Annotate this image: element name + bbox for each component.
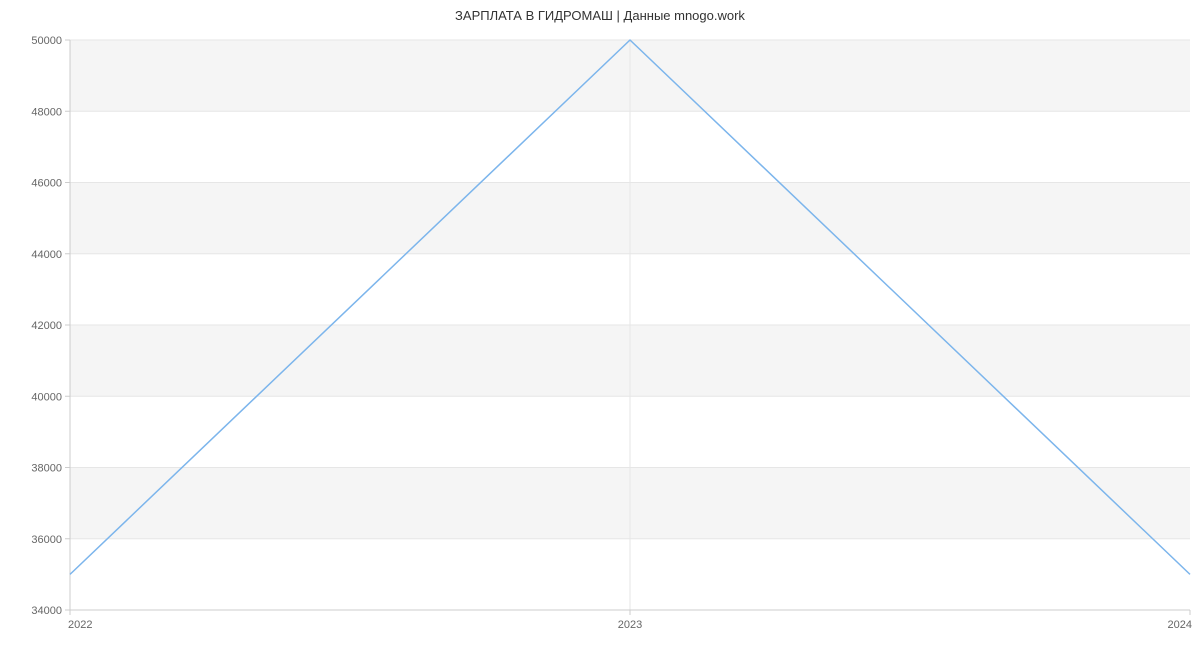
svg-text:36000: 36000 — [31, 534, 62, 546]
svg-text:2022: 2022 — [68, 619, 92, 631]
svg-text:38000: 38000 — [31, 463, 62, 475]
chart-svg: 34000 36000 38000 40000 42000 44000 46000 48000… — [0, 0, 1200, 650]
svg-text:44000: 44000 — [31, 249, 62, 261]
svg-text:34000: 34000 — [31, 605, 62, 617]
svg-text:42000: 42000 — [31, 320, 62, 332]
svg-text:48000: 48000 — [31, 106, 62, 118]
svg-text:46000: 46000 — [31, 178, 62, 190]
salary-chart: ЗАРПЛАТА В ГИДРОМАШ | Данные mnogo.work … — [0, 0, 1200, 650]
svg-text:50000: 50000 — [31, 35, 62, 47]
svg-text:2023: 2023 — [618, 619, 642, 631]
chart-title: ЗАРПЛАТА В ГИДРОМАШ | Данные mnogo.work — [0, 8, 1200, 23]
svg-text:2024: 2024 — [1168, 619, 1192, 631]
svg-text:40000: 40000 — [31, 391, 62, 403]
